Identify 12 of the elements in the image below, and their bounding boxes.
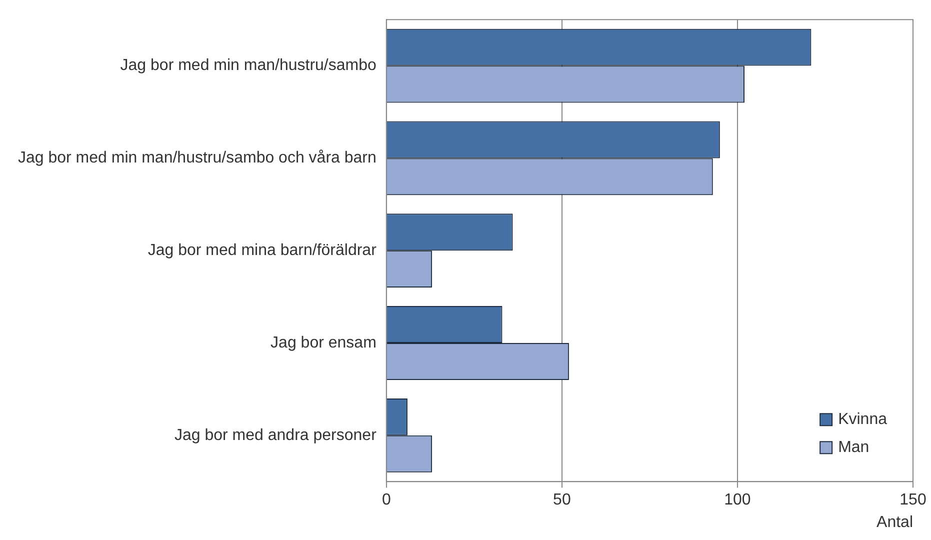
- legend-label: Kvinna: [838, 411, 888, 428]
- x-tick-label: 100: [724, 492, 751, 509]
- y-tick-label: Jag bor med min man/hustru/sambo och våra barn: [18, 150, 376, 167]
- y-tick-label: Jag bor med mina barn/föräldrar: [148, 242, 378, 260]
- x-tick-label: 150: [900, 492, 926, 509]
- y-tick-label: Jag bor med min man/hustru/sambo: [120, 57, 376, 74]
- x-tick-label: 50: [553, 492, 571, 509]
- legend-label: Man: [838, 439, 870, 456]
- y-tick-label: Jag bor ensam: [270, 334, 376, 352]
- y-tick-label: Jag bor med andra personer: [174, 426, 378, 444]
- x-tick-label: 0: [382, 492, 391, 509]
- x-axis-title: Antal: [876, 514, 913, 531]
